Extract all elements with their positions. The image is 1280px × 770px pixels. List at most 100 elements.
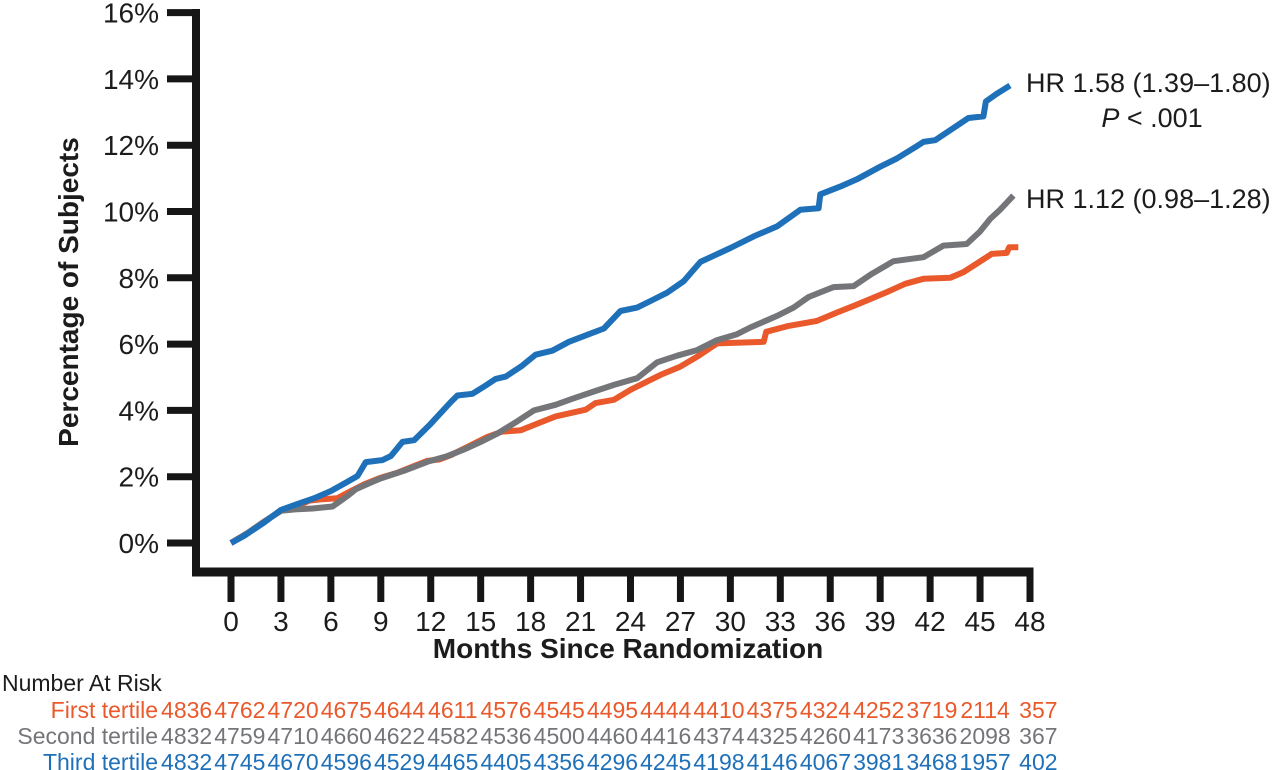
y-tick-label: 16% bbox=[103, 0, 159, 29]
risk-count: 4660 bbox=[320, 723, 372, 749]
x-tick-label: 3 bbox=[273, 606, 289, 637]
x-tick-label: 30 bbox=[715, 606, 746, 637]
risk-count: 402 bbox=[1019, 749, 1058, 770]
risk-count: 4465 bbox=[427, 749, 479, 770]
x-tick-label: 21 bbox=[565, 606, 596, 637]
risk-row-third-tertile: Third tertile 4832 4745 4670 4596 4529 4465 440… bbox=[0, 749, 1280, 770]
risk-count: 4622 bbox=[373, 723, 426, 749]
risk-count: 4759 bbox=[214, 723, 266, 749]
risk-table-title: Number At Risk bbox=[2, 670, 162, 696]
risk-row-values: 4836 4762 4720 4675 4644 4611 4576 4545 4495 4444… bbox=[160, 697, 1065, 723]
annotations-group: HR 1.58 (1.39–1.80) P < .001 HR 1.12 (0.98… bbox=[1026, 68, 1271, 214]
risk-row-label: First tertile bbox=[50, 697, 158, 723]
x-tick-label: 48 bbox=[1014, 606, 1045, 637]
risk-count: 4545 bbox=[533, 697, 585, 723]
series-group bbox=[229, 82, 1019, 546]
risk-count: 4611 bbox=[428, 697, 478, 723]
risk-count: 4374 bbox=[693, 723, 745, 749]
risk-count: 3981 bbox=[853, 749, 905, 770]
risk-count: 4582 bbox=[427, 723, 479, 749]
x-tick-label: 9 bbox=[373, 606, 389, 637]
risk-count: 4198 bbox=[693, 749, 745, 770]
y-tick-label: 14% bbox=[103, 64, 159, 95]
x-tick-label: 24 bbox=[615, 606, 646, 637]
hr-second-tertile-label: HR 1.12 (0.98–1.28) bbox=[1026, 184, 1271, 214]
risk-count: 4356 bbox=[533, 749, 585, 770]
hr-third-tertile-label: HR 1.58 (1.39–1.80) bbox=[1026, 68, 1271, 98]
risk-count: 4325 bbox=[746, 723, 798, 749]
risk-count: 4146 bbox=[746, 749, 798, 770]
risk-count: 4576 bbox=[480, 697, 532, 723]
risk-count: 4296 bbox=[586, 749, 639, 770]
number-at-risk-table: Number At Risk First tertile 4836 4762 4720… bbox=[0, 670, 1280, 770]
risk-count: 2098 bbox=[959, 723, 1011, 749]
risk-count: 4495 bbox=[586, 697, 639, 723]
risk-row-first-tertile: First tertile 4836 4762 4720 4675 4644 4611 457… bbox=[0, 697, 1280, 723]
y-tick-label: 8% bbox=[119, 263, 159, 294]
risk-count: 4762 bbox=[214, 697, 266, 723]
axis-titles-group: Months Since Randomization Percentage of … bbox=[53, 137, 823, 664]
x-tick-label: 27 bbox=[665, 606, 696, 637]
risk-count: 4444 bbox=[640, 697, 692, 723]
risk-row-values: 4832 4759 4710 4660 4622 4582 4536 4500 4460 4416… bbox=[160, 723, 1065, 749]
risk-count: 4324 bbox=[799, 697, 852, 723]
risk-count: 367 bbox=[1019, 723, 1058, 749]
risk-count: 4745 bbox=[214, 749, 266, 770]
x-tick-label: 39 bbox=[865, 606, 896, 637]
risk-count: 4529 bbox=[373, 749, 426, 770]
risk-table-rows: First tertile 4836 4762 4720 4675 4644 4611 457… bbox=[0, 697, 1280, 770]
x-tick-label: 0 bbox=[223, 606, 239, 637]
x-tick-label: 33 bbox=[765, 606, 796, 637]
risk-count: 4836 bbox=[161, 697, 213, 723]
risk-count: 3719 bbox=[906, 697, 958, 723]
x-tick-label: 6 bbox=[323, 606, 339, 637]
risk-count: 4832 bbox=[161, 749, 213, 770]
x-tick-label: 36 bbox=[815, 606, 846, 637]
risk-row-label: Third tertile bbox=[42, 749, 158, 770]
risk-count: 4675 bbox=[320, 697, 372, 723]
risk-count: 4670 bbox=[267, 749, 319, 770]
series-line-first-tertile bbox=[229, 244, 1019, 546]
risk-count: 4596 bbox=[320, 749, 372, 770]
risk-count: 4644 bbox=[373, 697, 426, 723]
y-tick-label: 4% bbox=[119, 395, 159, 426]
axes-group bbox=[192, 9, 1034, 577]
risk-count: 4720 bbox=[267, 697, 319, 723]
y-axis-title: Percentage of Subjects bbox=[53, 137, 84, 447]
hr-third-tertile-p-value: P < .001 bbox=[1101, 103, 1202, 133]
risk-count: 4710 bbox=[267, 723, 319, 749]
risk-row-values: 4832 4745 4670 4596 4529 4465 4405 4356 4296 4245… bbox=[160, 749, 1065, 770]
risk-count: 4500 bbox=[533, 723, 585, 749]
series-line-second-tertile bbox=[229, 193, 1016, 546]
risk-count: 4260 bbox=[799, 723, 852, 749]
risk-row-second-tertile: Second tertile 4832 4759 4710 4660 4622 4582 45… bbox=[0, 723, 1280, 749]
risk-count: 4245 bbox=[640, 749, 692, 770]
y-tick-label: 0% bbox=[119, 528, 159, 559]
risk-count: 3468 bbox=[906, 749, 958, 770]
risk-count: 2114 bbox=[960, 697, 1010, 723]
risk-count: 4067 bbox=[799, 749, 852, 770]
risk-count: 1957 bbox=[959, 749, 1011, 770]
x-tick-label: 42 bbox=[915, 606, 946, 637]
risk-count: 357 bbox=[1019, 697, 1058, 723]
y-tick-label: 12% bbox=[103, 130, 159, 161]
x-tick-label: 15 bbox=[465, 606, 496, 637]
x-tick-label: 45 bbox=[964, 606, 995, 637]
risk-count: 4375 bbox=[746, 697, 798, 723]
x-axis-title: Months Since Randomization bbox=[433, 633, 823, 664]
risk-count: 4536 bbox=[480, 723, 532, 749]
risk-count: 4173 bbox=[853, 723, 905, 749]
risk-count: 3636 bbox=[906, 723, 958, 749]
km-chart-svg: 0%2%4%6%8%10%12%14%16%0 3 6 9 12 15 18 21 24 27 30… bbox=[53, 0, 1271, 664]
x-tick-label: 12 bbox=[415, 606, 446, 637]
risk-count: 4416 bbox=[640, 723, 692, 749]
series-line-third-tertile bbox=[229, 82, 1012, 546]
risk-count: 4410 bbox=[693, 697, 745, 723]
risk-count: 4252 bbox=[853, 697, 905, 723]
y-tick-label: 6% bbox=[119, 329, 159, 360]
risk-row-label: Second tertile bbox=[17, 723, 158, 749]
ticks-group: 0%2%4%6%8%10%12%14%16%0 3 6 9 12 15 18 21 24 27 30… bbox=[103, 0, 1046, 637]
y-tick-label: 10% bbox=[103, 197, 159, 228]
risk-count: 4460 bbox=[586, 723, 639, 749]
